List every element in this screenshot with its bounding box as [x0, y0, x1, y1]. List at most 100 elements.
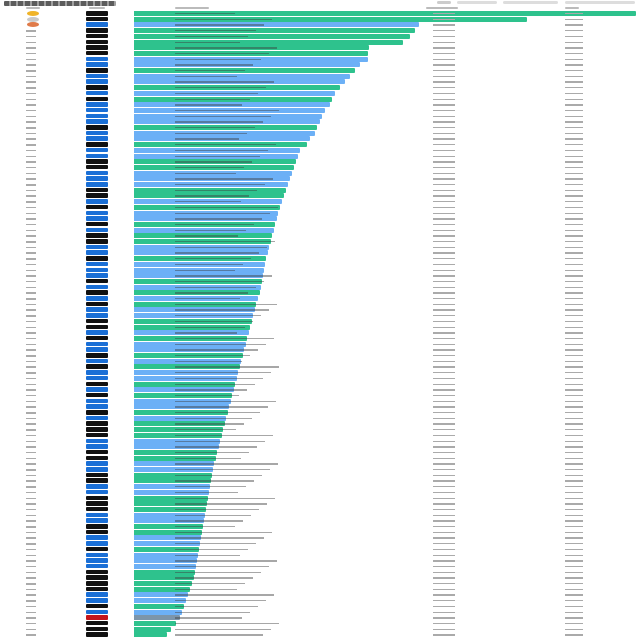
- table-row[interactable]: [0, 62, 640, 68]
- table-row[interactable]: [0, 615, 640, 621]
- table-row[interactable]: [0, 187, 640, 193]
- table-row[interactable]: [0, 392, 640, 398]
- table-row[interactable]: [0, 467, 640, 472]
- table-row[interactable]: [0, 512, 640, 518]
- table-row[interactable]: [0, 415, 640, 421]
- table-row[interactable]: [0, 68, 640, 73]
- header-score[interactable]: [565, 7, 579, 9]
- table-row[interactable]: [0, 563, 640, 569]
- table-row[interactable]: [0, 50, 640, 56]
- table-row[interactable]: [0, 353, 640, 358]
- table-row[interactable]: [0, 142, 640, 148]
- table-row[interactable]: [0, 535, 640, 541]
- table-row[interactable]: [0, 575, 640, 581]
- table-row[interactable]: [0, 586, 640, 592]
- table-row[interactable]: [0, 472, 640, 478]
- toolbar-filter[interactable]: [457, 1, 497, 4]
- table-row[interactable]: [0, 358, 640, 364]
- table-row[interactable]: [0, 506, 640, 512]
- table-row[interactable]: [0, 45, 640, 51]
- table-row[interactable]: [0, 90, 640, 96]
- table-row[interactable]: [0, 478, 640, 484]
- table-row[interactable]: [0, 484, 640, 490]
- table-row[interactable]: [0, 239, 640, 244]
- table-row[interactable]: [0, 296, 640, 301]
- table-row[interactable]: [0, 204, 640, 210]
- table-row[interactable]: [0, 529, 640, 535]
- table-row[interactable]: [0, 130, 640, 136]
- table-row[interactable]: [0, 370, 640, 376]
- table-row[interactable]: [0, 541, 640, 547]
- table-row[interactable]: [0, 85, 640, 91]
- table-row[interactable]: [0, 102, 640, 108]
- table-row[interactable]: [0, 301, 640, 307]
- header-badge[interactable]: [89, 7, 105, 9]
- table-row[interactable]: [0, 199, 640, 205]
- table-row[interactable]: [0, 107, 640, 113]
- table-row[interactable]: [0, 119, 640, 125]
- table-row[interactable]: [0, 609, 640, 615]
- table-row[interactable]: [0, 495, 640, 501]
- toolbar-select[interactable]: [503, 1, 558, 4]
- table-row[interactable]: [0, 11, 640, 16]
- table-row[interactable]: [0, 330, 640, 336]
- table-row[interactable]: [0, 489, 640, 495]
- table-row[interactable]: [0, 421, 640, 427]
- toolbar-select-2[interactable]: [565, 1, 635, 4]
- table-row[interactable]: [0, 313, 640, 319]
- table-row[interactable]: [0, 347, 640, 353]
- table-row[interactable]: [0, 16, 640, 22]
- table-row[interactable]: [0, 73, 640, 79]
- table-row[interactable]: [0, 267, 640, 273]
- table-row[interactable]: [0, 273, 640, 279]
- table-row[interactable]: [0, 632, 640, 638]
- table-row[interactable]: [0, 375, 640, 381]
- table-row[interactable]: [0, 261, 640, 267]
- table-row[interactable]: [0, 461, 640, 467]
- table-row[interactable]: [0, 56, 640, 62]
- table-row[interactable]: [0, 284, 640, 290]
- table-row[interactable]: [0, 164, 640, 170]
- table-row[interactable]: [0, 558, 640, 564]
- table-row[interactable]: [0, 256, 640, 262]
- table-row[interactable]: [0, 620, 640, 626]
- table-row[interactable]: [0, 335, 640, 341]
- table-row[interactable]: [0, 182, 640, 187]
- table-row[interactable]: [0, 210, 640, 216]
- table-row[interactable]: [0, 324, 640, 330]
- table-row[interactable]: [0, 387, 640, 393]
- table-row[interactable]: [0, 432, 640, 438]
- table-row[interactable]: [0, 193, 640, 199]
- table-row[interactable]: [0, 449, 640, 455]
- table-row[interactable]: [0, 39, 640, 45]
- table-row[interactable]: [0, 290, 640, 296]
- table-row[interactable]: [0, 22, 640, 28]
- table-row[interactable]: [0, 518, 640, 524]
- table-row[interactable]: [0, 524, 640, 529]
- table-row[interactable]: [0, 216, 640, 222]
- table-row[interactable]: [0, 569, 640, 575]
- header-model[interactable]: [175, 7, 209, 9]
- header-rank[interactable]: [26, 7, 40, 9]
- table-row[interactable]: [0, 227, 640, 233]
- table-row[interactable]: [0, 79, 640, 85]
- table-row[interactable]: [0, 398, 640, 404]
- table-row[interactable]: [0, 147, 640, 153]
- table-row[interactable]: [0, 28, 640, 34]
- table-row[interactable]: [0, 581, 640, 586]
- table-row[interactable]: [0, 159, 640, 165]
- table-row[interactable]: [0, 244, 640, 250]
- table-row[interactable]: [0, 113, 640, 119]
- table-row[interactable]: [0, 125, 640, 130]
- table-row[interactable]: [0, 307, 640, 313]
- table-row[interactable]: [0, 381, 640, 387]
- table-row[interactable]: [0, 501, 640, 507]
- table-row[interactable]: [0, 438, 640, 444]
- table-row[interactable]: [0, 278, 640, 284]
- toolbar-button[interactable]: [437, 1, 451, 4]
- table-row[interactable]: [0, 250, 640, 256]
- table-row[interactable]: [0, 455, 640, 461]
- table-row[interactable]: [0, 427, 640, 433]
- table-row[interactable]: [0, 364, 640, 370]
- table-row[interactable]: [0, 221, 640, 227]
